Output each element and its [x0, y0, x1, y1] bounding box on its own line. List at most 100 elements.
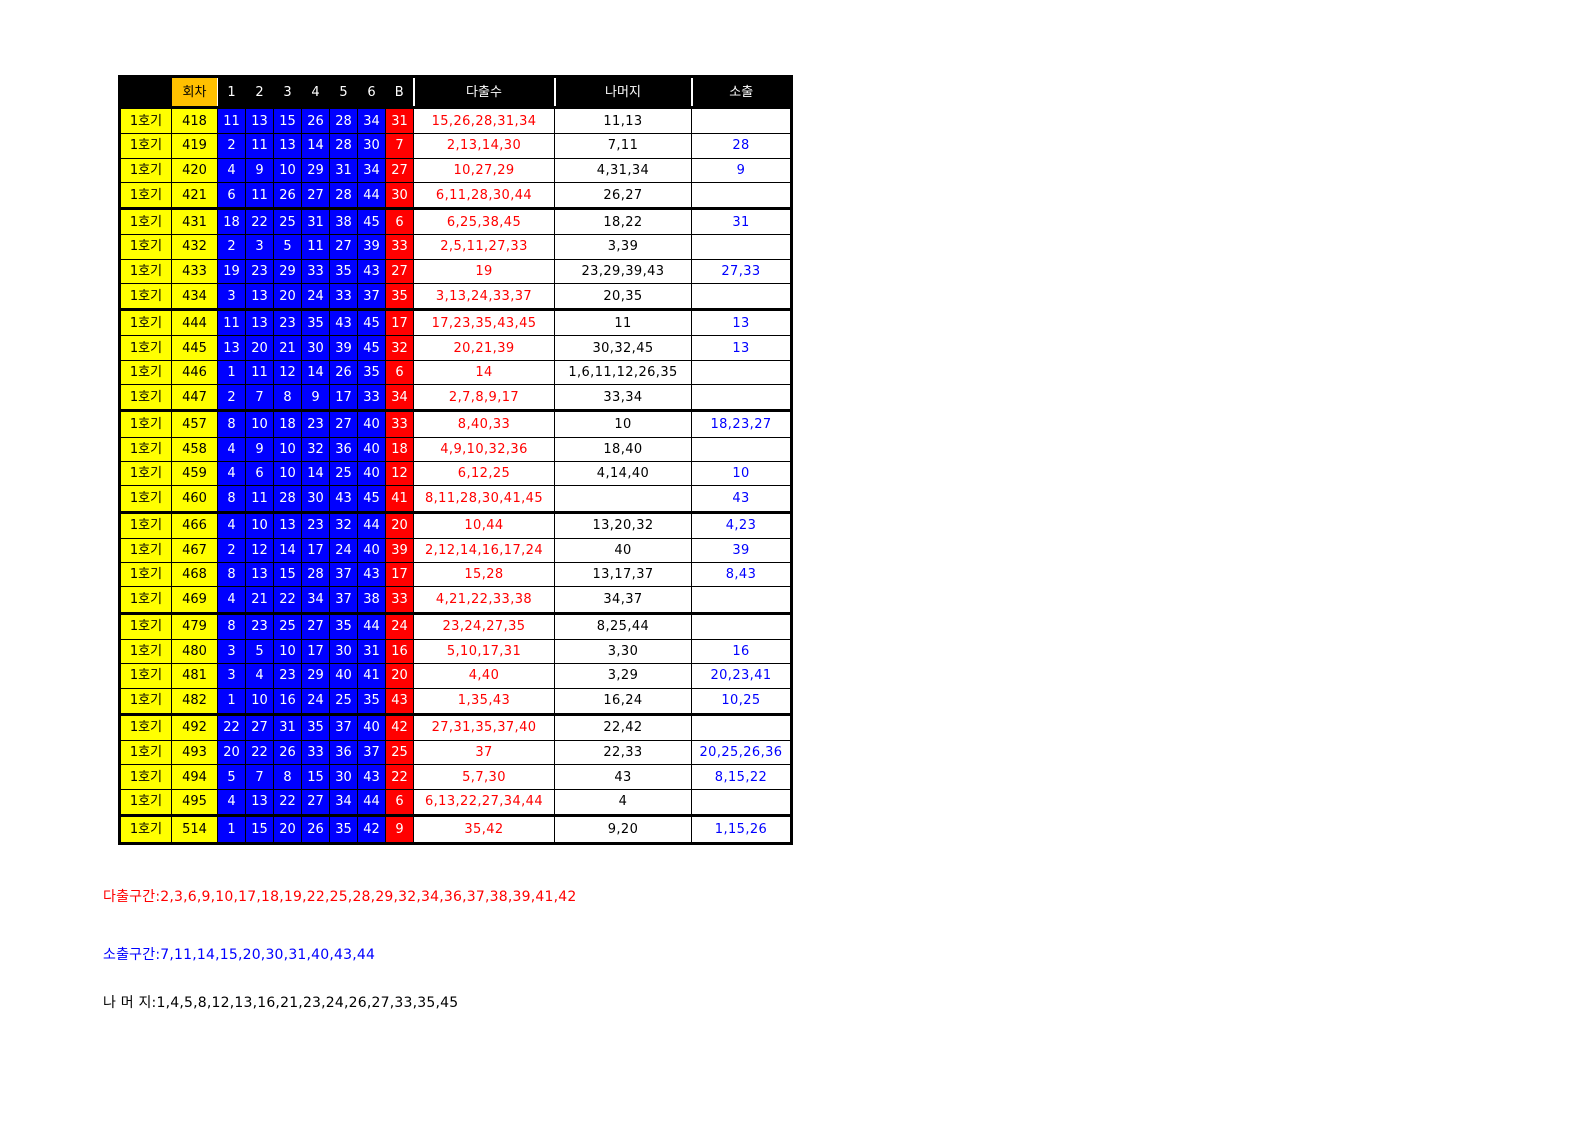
round-cell[interactable]: 432 — [171, 234, 218, 260]
rare-cell[interactable]: 20,25,26,36 — [691, 739, 792, 766]
num-cell[interactable]: 4 — [217, 460, 246, 487]
num-cell[interactable]: 2 — [217, 133, 246, 159]
machine-cell[interactable]: 1호기 — [119, 409, 172, 438]
round-cell[interactable]: 495 — [171, 788, 218, 816]
num-cell[interactable]: 44 — [357, 181, 386, 210]
remainder-cell[interactable] — [554, 485, 692, 513]
num-cell[interactable]: 38 — [357, 586, 386, 614]
frequent-cell[interactable]: 2,7,8,9,17 — [413, 384, 555, 412]
num-cell[interactable]: 34 — [301, 586, 330, 614]
num-cell[interactable]: 12 — [245, 537, 274, 564]
frequent-cell[interactable]: 2,12,14,16,17,24 — [413, 537, 555, 564]
round-cell[interactable]: 494 — [171, 764, 218, 790]
num-cell[interactable]: 6 — [217, 181, 246, 210]
rare-cell[interactable] — [691, 105, 792, 135]
num-cell[interactable]: 26 — [301, 105, 330, 135]
num-cell[interactable]: 20 — [273, 813, 302, 845]
num-cell[interactable]: 23 — [245, 258, 274, 285]
bonus-cell[interactable]: 6 — [385, 788, 414, 816]
remainder-cell[interactable]: 23,29,39,43 — [554, 258, 692, 285]
num-cell[interactable]: 10 — [273, 436, 302, 462]
num-cell[interactable]: 8 — [217, 562, 246, 588]
num-cell[interactable]: 26 — [273, 739, 302, 766]
machine-cell[interactable]: 1호기 — [119, 537, 172, 564]
bonus-cell[interactable]: 31 — [385, 105, 414, 135]
bonus-cell[interactable]: 12 — [385, 460, 414, 487]
bonus-cell[interactable]: 43 — [385, 687, 414, 715]
num-cell[interactable]: 17 — [301, 537, 330, 564]
remainder-cell[interactable]: 13,20,32 — [554, 510, 692, 539]
frequent-cell[interactable]: 8,40,33 — [413, 409, 555, 438]
frequent-cell[interactable]: 6,11,28,30,44 — [413, 181, 555, 210]
header-bonus[interactable]: B — [385, 76, 414, 108]
num-cell[interactable]: 36 — [329, 739, 358, 766]
num-cell[interactable]: 31 — [357, 638, 386, 665]
remainder-cell[interactable]: 7,11 — [554, 133, 692, 159]
bonus-cell[interactable]: 18 — [385, 436, 414, 462]
frequent-cell[interactable]: 4,21,22,33,38 — [413, 586, 555, 614]
num-cell[interactable]: 28 — [329, 105, 358, 135]
machine-cell[interactable]: 1호기 — [119, 739, 172, 766]
num-cell[interactable]: 37 — [329, 712, 358, 741]
num-cell[interactable]: 29 — [273, 258, 302, 285]
num-cell[interactable]: 15 — [245, 813, 274, 845]
num-cell[interactable]: 10 — [273, 638, 302, 665]
num-cell[interactable]: 22 — [245, 207, 274, 236]
rare-cell[interactable]: 39 — [691, 537, 792, 564]
num-cell[interactable]: 40 — [357, 712, 386, 741]
num-cell[interactable]: 45 — [357, 485, 386, 513]
frequent-cell[interactable]: 5,7,30 — [413, 764, 555, 790]
num-cell[interactable]: 33 — [301, 258, 330, 285]
num-cell[interactable]: 14 — [301, 133, 330, 159]
rare-cell[interactable]: 8,15,22 — [691, 764, 792, 790]
rare-cell[interactable]: 18,23,27 — [691, 409, 792, 438]
rare-cell[interactable]: 27,33 — [691, 258, 792, 285]
bonus-cell[interactable]: 33 — [385, 409, 414, 438]
bonus-cell[interactable]: 24 — [385, 611, 414, 640]
machine-cell[interactable]: 1호기 — [119, 788, 172, 816]
machine-cell[interactable]: 1호기 — [119, 157, 172, 183]
remainder-cell[interactable]: 1,6,11,12,26,35 — [554, 359, 692, 386]
round-cell[interactable]: 458 — [171, 436, 218, 462]
round-cell[interactable]: 446 — [171, 359, 218, 386]
num-cell[interactable]: 11 — [245, 181, 274, 210]
header-rare[interactable]: 소출 — [690, 76, 792, 108]
round-cell[interactable]: 493 — [171, 739, 218, 766]
num-cell[interactable]: 40 — [357, 537, 386, 564]
machine-cell[interactable]: 1호기 — [119, 638, 172, 665]
num-cell[interactable]: 33 — [357, 384, 386, 412]
bonus-cell[interactable]: 42 — [385, 712, 414, 741]
frequent-cell[interactable]: 15,26,28,31,34 — [413, 105, 555, 135]
num-cell[interactable]: 4 — [217, 157, 246, 183]
num-cell[interactable]: 43 — [329, 485, 358, 513]
num-cell[interactable]: 20 — [245, 335, 274, 361]
remainder-cell[interactable]: 9,20 — [554, 813, 692, 845]
num-cell[interactable]: 23 — [273, 663, 302, 689]
machine-cell[interactable]: 1호기 — [119, 460, 172, 487]
remainder-cell[interactable]: 11 — [554, 308, 692, 337]
num-cell[interactable]: 43 — [357, 764, 386, 790]
header-round[interactable]: 회차 — [171, 76, 218, 108]
num-cell[interactable]: 2 — [217, 234, 246, 260]
round-cell[interactable]: 469 — [171, 586, 218, 614]
bonus-cell[interactable]: 39 — [385, 537, 414, 564]
num-cell[interactable]: 18 — [273, 409, 302, 438]
num-cell[interactable]: 10 — [245, 510, 274, 539]
num-cell[interactable]: 10 — [273, 157, 302, 183]
num-cell[interactable]: 5 — [245, 638, 274, 665]
machine-cell[interactable]: 1호기 — [119, 485, 172, 513]
num-cell[interactable]: 25 — [273, 611, 302, 640]
rare-cell[interactable] — [691, 611, 792, 640]
num-cell[interactable]: 30 — [329, 764, 358, 790]
num-cell[interactable]: 23 — [273, 308, 302, 337]
frequent-cell[interactable]: 2,5,11,27,33 — [413, 234, 555, 260]
num-cell[interactable]: 36 — [329, 436, 358, 462]
frequent-cell[interactable]: 17,23,35,43,45 — [413, 308, 555, 337]
remainder-cell[interactable]: 22,42 — [554, 712, 692, 741]
num-cell[interactable]: 9 — [245, 436, 274, 462]
num-cell[interactable]: 40 — [357, 436, 386, 462]
machine-cell[interactable]: 1호기 — [119, 258, 172, 285]
rare-cell[interactable]: 16 — [691, 638, 792, 665]
round-cell[interactable]: 445 — [171, 335, 218, 361]
num-cell[interactable]: 4 — [217, 586, 246, 614]
